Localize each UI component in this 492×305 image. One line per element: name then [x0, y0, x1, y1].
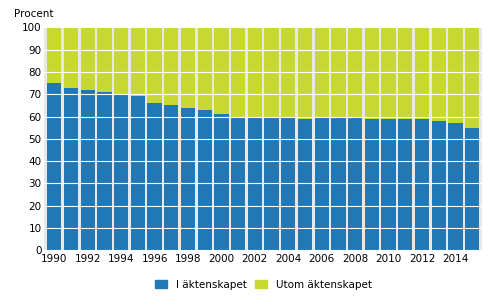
Bar — [181, 27, 195, 108]
Bar — [381, 119, 396, 250]
Bar — [97, 27, 112, 92]
Bar — [415, 119, 429, 250]
Bar — [248, 117, 262, 250]
Bar — [64, 88, 78, 250]
Bar — [164, 106, 179, 250]
Bar — [131, 27, 145, 96]
Legend: I äktenskapet, Utom äktenskapet: I äktenskapet, Utom äktenskapet — [151, 275, 376, 294]
Bar — [298, 27, 312, 119]
Bar — [365, 119, 379, 250]
Bar — [448, 27, 462, 123]
Bar — [114, 94, 128, 250]
Bar — [365, 27, 379, 119]
Bar — [47, 83, 62, 250]
Bar — [231, 117, 245, 250]
Bar — [215, 27, 229, 114]
Bar — [298, 119, 312, 250]
Text: Procent: Procent — [14, 9, 53, 19]
Bar — [398, 119, 412, 250]
Bar — [265, 117, 278, 250]
Bar — [331, 117, 345, 250]
Bar — [348, 27, 362, 117]
Bar — [198, 110, 212, 250]
Bar — [198, 27, 212, 110]
Bar — [148, 27, 162, 103]
Bar — [314, 117, 329, 250]
Bar — [465, 27, 479, 127]
Bar — [131, 96, 145, 250]
Bar — [81, 27, 95, 90]
Bar — [231, 27, 245, 117]
Bar — [381, 27, 396, 119]
Bar — [281, 117, 295, 250]
Bar — [47, 27, 62, 83]
Bar — [148, 103, 162, 250]
Bar — [415, 27, 429, 119]
Bar — [265, 27, 278, 117]
Bar — [97, 92, 112, 250]
Bar — [281, 27, 295, 117]
Bar — [64, 27, 78, 88]
Bar — [331, 27, 345, 117]
Bar — [81, 90, 95, 250]
Bar — [398, 27, 412, 119]
Bar — [248, 27, 262, 117]
Bar — [348, 117, 362, 250]
Bar — [164, 27, 179, 106]
Bar — [215, 114, 229, 250]
Bar — [314, 27, 329, 117]
Bar — [114, 27, 128, 94]
Bar — [465, 127, 479, 250]
Bar — [431, 27, 446, 121]
Bar — [448, 123, 462, 250]
Bar — [431, 121, 446, 250]
Bar — [181, 108, 195, 250]
